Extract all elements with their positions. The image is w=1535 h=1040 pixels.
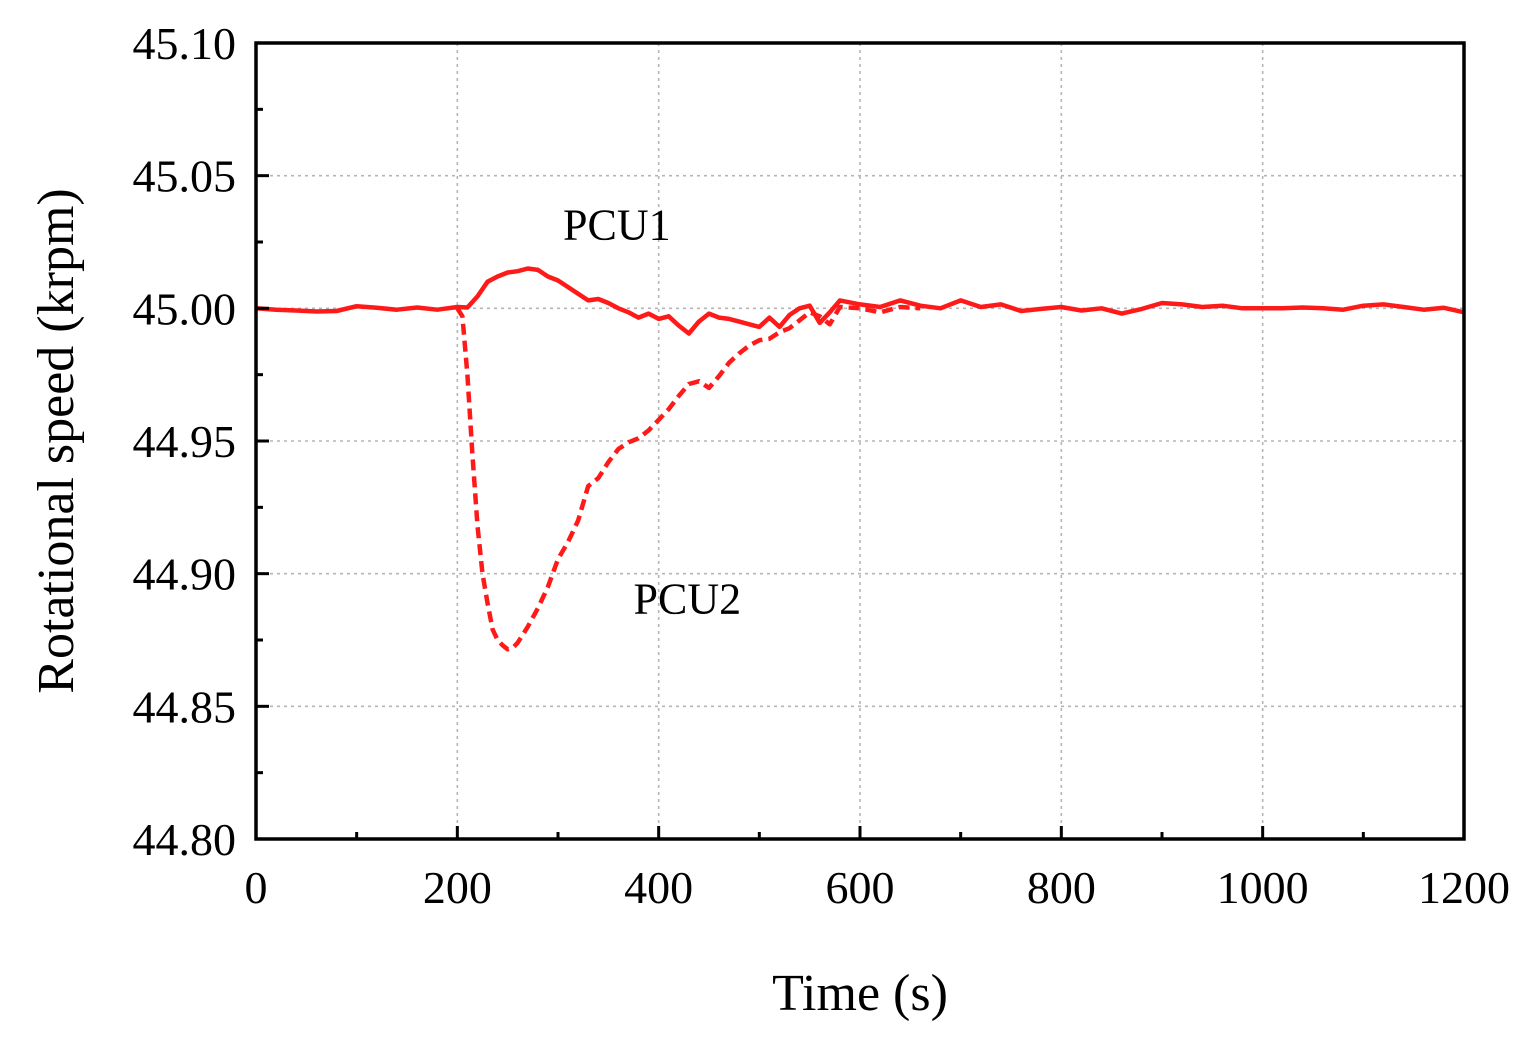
x-tick-label: 1000 <box>1217 862 1309 913</box>
y-axis-title: Rotational speed (krpm) <box>28 188 85 693</box>
x-tick-label: 200 <box>423 862 492 913</box>
series-line-pcu2 <box>455 304 921 652</box>
x-axis-title: Time (s) <box>772 965 948 1022</box>
annotations: PCU1 PCU2 <box>563 200 741 623</box>
y-tick-label: 45.10 <box>133 18 237 69</box>
x-tick-label: 0 <box>245 862 268 913</box>
series-line-pcu1 <box>255 266 1465 336</box>
grid-lines <box>256 43 1464 839</box>
annotation-pcu1: PCU1 <box>563 200 671 249</box>
y-tick-label: 45.05 <box>133 151 237 202</box>
y-tick-label: 44.85 <box>133 681 237 732</box>
y-tick-label: 44.95 <box>133 416 237 467</box>
x-tick-label: 400 <box>624 862 693 913</box>
y-tick-labels: 44.80 44.85 44.90 44.95 45.00 45.05 45.10 <box>133 18 237 865</box>
series-layer <box>255 266 1465 652</box>
annotation-pcu2: PCU2 <box>634 574 742 623</box>
y-tick-label: 44.80 <box>133 814 237 865</box>
y-tick-label: 45.00 <box>133 283 237 334</box>
y-tick-label: 44.90 <box>133 549 237 600</box>
axis-ticks <box>254 41 1466 841</box>
x-tick-label: 800 <box>1027 862 1096 913</box>
x-tick-label: 600 <box>826 862 895 913</box>
x-tick-label: 1200 <box>1418 862 1510 913</box>
x-tick-labels: 0 200 400 600 800 1000 1200 <box>245 862 1511 913</box>
